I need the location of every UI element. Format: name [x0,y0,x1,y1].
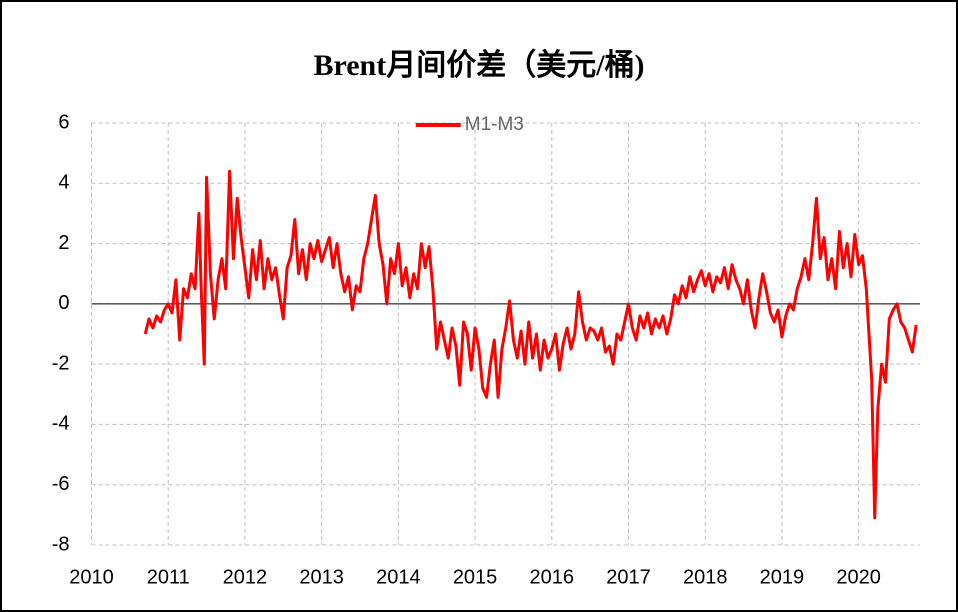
y-tick-label: 0 [58,292,69,314]
x-tick-label: 2019 [760,566,805,588]
x-tick-label: 2017 [606,566,651,588]
legend-label: M1-M3 [465,114,524,135]
y-tick-label: -2 [52,352,70,374]
x-tick-label: 2012 [223,566,268,588]
y-tick-label: -4 [52,413,70,435]
y-tick-label: 2 [58,232,69,254]
x-tick-label: 2014 [376,566,421,588]
x-tick-label: 2016 [530,566,575,588]
x-tick-label: 2010 [69,566,114,588]
y-tick-label: -6 [52,473,70,495]
chart-title: Brent月间价差（美元/桶) [313,48,644,82]
y-tick-label: -8 [52,533,70,555]
x-tick-label: 2020 [836,566,881,588]
x-tick-label: 2013 [299,566,344,588]
x-tick-label: 2011 [147,566,190,588]
series-line [143,169,918,520]
x-tick-label: 2018 [683,566,728,588]
x-tick-label: 2015 [453,566,498,588]
y-tick-label: 4 [58,172,69,194]
y-tick-label: 6 [58,111,69,133]
